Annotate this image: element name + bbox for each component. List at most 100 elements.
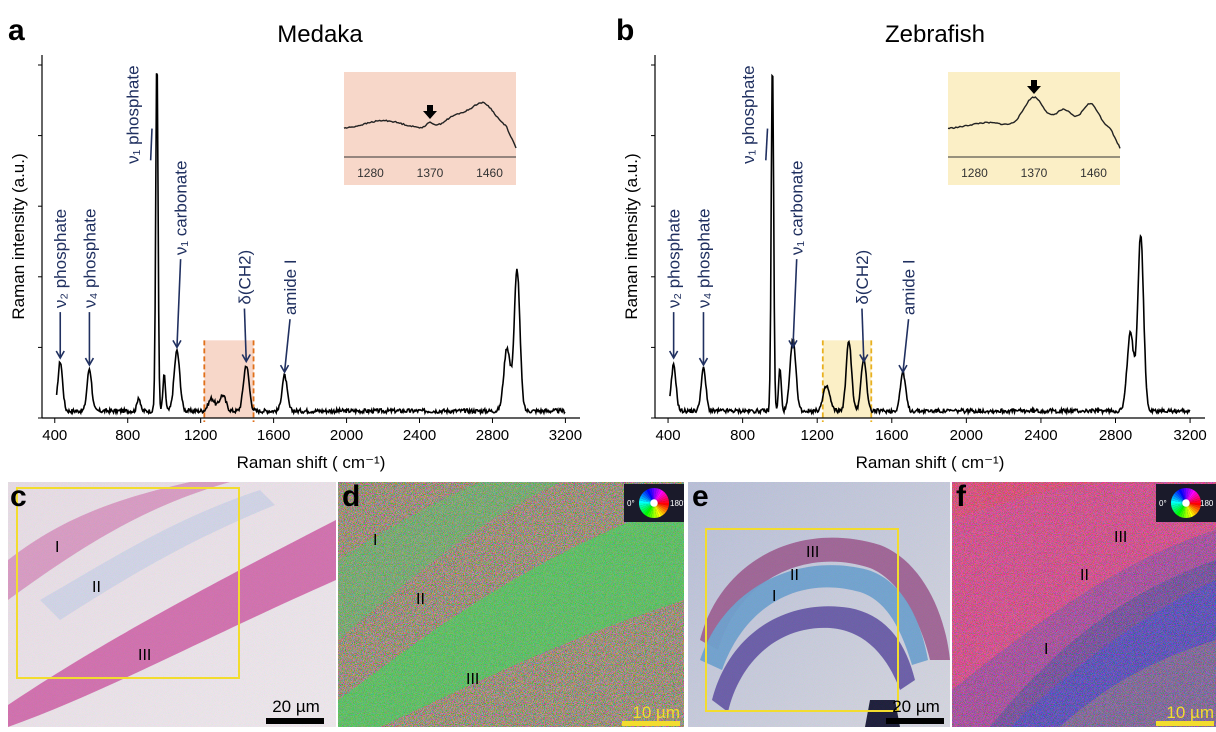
annotation-label-1: ν₄ phosphate (80, 209, 99, 309)
region-label-e-ii: II (790, 567, 799, 584)
scale-bar-d (622, 721, 680, 726)
region-label-f-iii: III (1114, 529, 1127, 546)
annotation-label-4: δ(CH2) (235, 250, 254, 305)
annotation-arrowhead (898, 364, 908, 374)
spectrum-chart-medaka: 400 800 1200 1600 2000 2400 2800 3200 Raman shif… (9, 55, 582, 472)
color-wheel-segment (639, 503, 654, 511)
inset-tick-label-1280: 1280 (961, 166, 988, 180)
x-tick-label-3200: 3200 (1173, 427, 1206, 444)
region-label-d-iii: III (466, 671, 479, 688)
map-band-ii (338, 482, 560, 640)
region-of-interest-box-c (16, 487, 240, 679)
color-wheel-label-0: 0° (627, 499, 635, 508)
color-wheel-segment (654, 503, 669, 509)
color-wheel-segment (654, 488, 660, 503)
color-wheel-segment (1171, 497, 1186, 503)
color-wheel-segment (1180, 488, 1186, 503)
annotation-arrowhead (698, 357, 709, 367)
color-wheel-segment (1186, 488, 1189, 503)
color-wheel-segment (1186, 491, 1198, 503)
panel-e-micrograph (688, 482, 950, 727)
color-wheel-segment (639, 503, 654, 506)
region-label-f-i: I (1044, 641, 1048, 658)
scale-bar-label-c: 20 µm (272, 697, 320, 716)
color-wheel-segment (1186, 493, 1199, 503)
color-wheel-segment (654, 503, 669, 506)
inset-background (344, 72, 516, 185)
x-tick-label-400: 400 (656, 427, 681, 444)
x-tick-label-800: 800 (730, 427, 755, 444)
color-wheel-segment (648, 503, 654, 518)
color-wheel-segment (1186, 503, 1192, 518)
inset-tick-label-1460: 1460 (476, 166, 503, 180)
annotation-arrow (792, 259, 798, 348)
color-wheel-segment (1173, 503, 1186, 513)
inset-tick-label-1370: 1370 (417, 166, 444, 180)
y-axis-label: Raman intensity (a.u.) (9, 153, 28, 319)
color-wheel-segment (1176, 503, 1186, 516)
x-tick-label-2400: 2400 (403, 427, 436, 444)
x-tick-label-2800: 2800 (1099, 427, 1132, 444)
scale-bar-f (1156, 721, 1214, 726)
scale-bar-label-e: 20 µm (892, 697, 940, 716)
color-wheel-segment (642, 503, 654, 515)
color-wheel-segment (1174, 491, 1186, 503)
color-wheel-segment (648, 488, 654, 503)
color-wheel-segment (641, 493, 654, 503)
color-wheel-segment (654, 503, 664, 516)
annotation-label-0: ν₂ phosphate (51, 209, 70, 308)
color-wheel-segment (1186, 503, 1198, 515)
inset-arrow-down-icon (423, 105, 437, 119)
color-wheel-segment (1176, 490, 1186, 503)
region-label-e-i: I (772, 588, 776, 605)
color-wheel-segment (1183, 488, 1186, 503)
annotation-label-3: ν₁ carbonate (172, 161, 191, 256)
color-wheel-segment (654, 495, 669, 503)
annotation-arrow (283, 319, 291, 373)
color-wheel-segment (644, 490, 654, 503)
inset-spectrum-line (947, 96, 1121, 149)
color-wheel-segment (654, 503, 660, 518)
color-wheel-segment (651, 503, 654, 518)
x-axis-label: Raman shift ( cm⁻¹) (856, 453, 1005, 472)
region-label-c-i: I (55, 539, 59, 556)
color-wheel-segment (1186, 503, 1194, 518)
color-wheel-segment (1186, 503, 1201, 509)
color-wheel-segment (1186, 503, 1189, 518)
color-wheel-segment (654, 490, 664, 503)
color-wheel-segment (1186, 503, 1196, 516)
color-wheel-segment (646, 503, 654, 518)
color-wheel-segment (1183, 503, 1186, 518)
color-wheel-segment (1186, 497, 1201, 503)
panel-d-polarization-map (338, 482, 684, 727)
annotation-arrow (765, 128, 769, 161)
annotation-arrow (149, 128, 153, 161)
annotation-arrow (176, 259, 182, 348)
color-wheel-segment (1180, 503, 1186, 518)
color-wheel-center (1182, 499, 1190, 507)
annotation-label-5: amide I (900, 259, 919, 315)
annotation-label-2: ν₁ phosphate (124, 65, 143, 163)
scale-bar-label-d: 10 µm (632, 703, 680, 722)
x-tick-label-2800: 2800 (476, 427, 509, 444)
color-wheel-segment (639, 495, 654, 503)
color-wheel-label-180: 180° (670, 499, 687, 508)
color-wheel-segment (1186, 490, 1196, 503)
panel-title-a: Medaka (277, 21, 363, 48)
color-wheel-legend-f: 0° 180 (1156, 484, 1216, 522)
color-wheel-segment (641, 503, 654, 513)
scale-bar-label-f: 10 µm (1166, 703, 1214, 722)
color-wheel-segment (654, 497, 669, 503)
annotation-arrowhead (279, 364, 290, 374)
region-label-d-ii: II (416, 591, 425, 608)
region-label-e-iii: III (806, 544, 819, 561)
annotation-arrow (861, 308, 865, 362)
micrograph-texture (8, 482, 336, 727)
color-wheel-segment (1186, 500, 1201, 503)
inset-tick-label-1280: 1280 (357, 166, 384, 180)
color-wheel-segment (1178, 503, 1186, 518)
panel-f-polarization-map (952, 482, 1216, 727)
annotation-label-3: ν₁ carbonate (788, 161, 807, 256)
region-label-f-ii: II (1080, 567, 1089, 584)
